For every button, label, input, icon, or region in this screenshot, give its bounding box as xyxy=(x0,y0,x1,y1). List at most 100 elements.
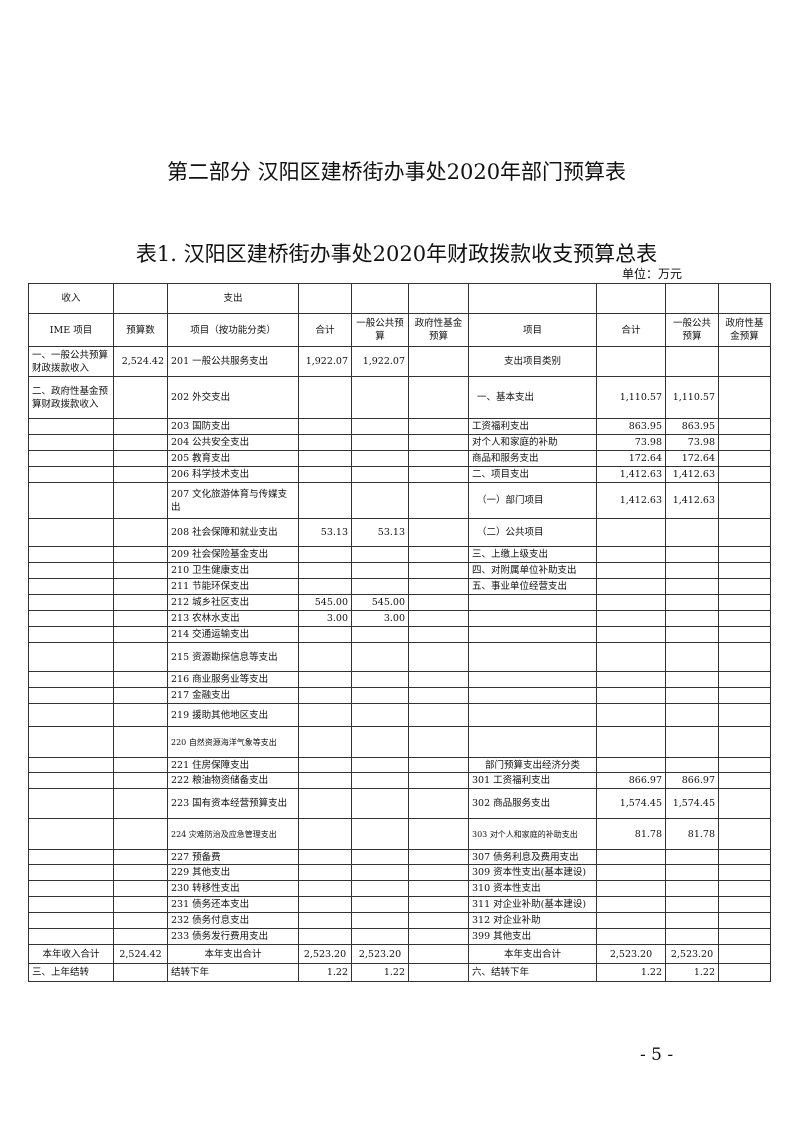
table-cell xyxy=(28,671,114,688)
table-cell xyxy=(113,482,168,519)
table-cell xyxy=(408,864,469,881)
table-cell xyxy=(718,757,771,773)
table-cell xyxy=(665,610,719,627)
table-cell xyxy=(718,466,771,483)
table-cell xyxy=(351,849,409,865)
table-cell xyxy=(351,726,409,758)
table-cell: 217 金融支出 xyxy=(167,687,299,704)
table-cell xyxy=(28,594,114,611)
table-cell xyxy=(408,896,469,913)
table-cell xyxy=(28,772,114,789)
table-cell xyxy=(596,757,666,773)
table-cell xyxy=(665,880,719,897)
table-cell xyxy=(351,450,409,467)
table-cell: 本年收入合计 xyxy=(28,944,114,964)
table-cell xyxy=(596,578,666,595)
table-cell xyxy=(28,896,114,913)
table-cell xyxy=(28,518,114,547)
table-cell xyxy=(596,546,666,563)
table-row: 215 资源勘探信息等支出 xyxy=(28,642,771,672)
table-cell xyxy=(113,434,168,451)
table-cell xyxy=(298,578,352,595)
table-cell xyxy=(298,376,352,419)
table-cell xyxy=(298,703,352,727)
table-cell xyxy=(596,849,666,865)
table-cell xyxy=(113,687,168,704)
table-cell xyxy=(718,626,771,643)
table-cell xyxy=(718,772,771,789)
table-cell: 216 商业服务业等支出 xyxy=(167,671,299,688)
table-cell: 一、基本支出 xyxy=(468,376,597,419)
table-cell: 223 国有资本经营预算支出 xyxy=(167,788,299,819)
table-cell: 545.00 xyxy=(298,594,352,611)
table-cell xyxy=(351,912,409,929)
table-cell xyxy=(718,896,771,913)
table-cell xyxy=(113,849,168,865)
table-cell: 项目 xyxy=(468,313,597,347)
table-cell xyxy=(408,912,469,929)
table-cell xyxy=(351,546,409,563)
table-cell xyxy=(596,928,666,945)
table-cell xyxy=(718,703,771,727)
table-cell xyxy=(718,671,771,688)
table-cell xyxy=(113,726,168,758)
table-cell xyxy=(408,642,469,672)
table-cell xyxy=(113,466,168,483)
table-cell xyxy=(298,757,352,773)
table-cell xyxy=(596,610,666,627)
table-cell xyxy=(665,864,719,881)
table-cell: 1,574.45 xyxy=(596,788,666,819)
table-cell xyxy=(408,788,469,819)
table-cell xyxy=(596,283,666,314)
table-cell xyxy=(28,757,114,773)
table-cell: 81.78 xyxy=(596,818,666,850)
table-cell xyxy=(298,788,352,819)
table-cell xyxy=(596,642,666,672)
table-cell xyxy=(718,864,771,881)
table-cell xyxy=(596,562,666,579)
table-cell: 1.22 xyxy=(351,963,409,982)
table-cell xyxy=(468,671,597,688)
table-cell: 310 资本性支出 xyxy=(468,880,597,897)
table-cell xyxy=(665,578,719,595)
table-cell xyxy=(596,594,666,611)
table-cell xyxy=(468,594,597,611)
table-cell: 合计 xyxy=(298,313,352,347)
table-cell xyxy=(28,482,114,519)
table-row: 221 住房保障支出 部门预算支出经济分类 xyxy=(28,757,771,773)
table-cell: 1,412.63 xyxy=(596,482,666,519)
table-cell: 53.13 xyxy=(351,518,409,547)
table-cell xyxy=(298,928,352,945)
table-cell: 预算数 xyxy=(113,313,168,347)
table-cell: 231 债务还本支出 xyxy=(167,896,299,913)
table-cell xyxy=(298,880,352,897)
table-cell: 227 预备费 xyxy=(167,849,299,865)
table-cell: 一般公共预算 xyxy=(351,313,409,347)
table-cell xyxy=(298,642,352,672)
table-cell: 233 债务发行费用支出 xyxy=(167,928,299,945)
table-cell xyxy=(718,610,771,627)
table-cell xyxy=(113,594,168,611)
part-title: 第二部分 汉阳区建桥街办事处2020年部门预算表 xyxy=(166,160,627,184)
table-cell xyxy=(298,864,352,881)
table-row: 212 城乡社区支出 545.00 545.00 xyxy=(28,594,771,611)
table-cell: 3.00 xyxy=(298,610,352,627)
table-cell xyxy=(408,450,469,467)
table-row: 233 债务发行费用支出 399 其他支出 xyxy=(28,928,771,945)
table-cell: 53.13 xyxy=(298,518,352,547)
table-cell: 209 社会保险基金支出 xyxy=(167,546,299,563)
table-cell xyxy=(718,818,771,850)
table-row: 三、上年结转 结转下年 1.22 1.22 六、结转下年 1.22 1.22 xyxy=(28,963,771,982)
table-cell xyxy=(718,450,771,467)
table-cell: IME 项目 xyxy=(28,313,114,347)
table-cell xyxy=(298,818,352,850)
table-cell xyxy=(408,562,469,579)
table-cell xyxy=(665,703,719,727)
table-cell xyxy=(113,928,168,945)
table-cell xyxy=(718,578,771,595)
table-cell xyxy=(351,788,409,819)
table-cell xyxy=(28,578,114,595)
table-cell: 230 转移性支出 xyxy=(167,880,299,897)
table-cell: 221 住房保障支出 xyxy=(167,757,299,773)
table-cell: （一）部门项目 xyxy=(468,482,597,519)
